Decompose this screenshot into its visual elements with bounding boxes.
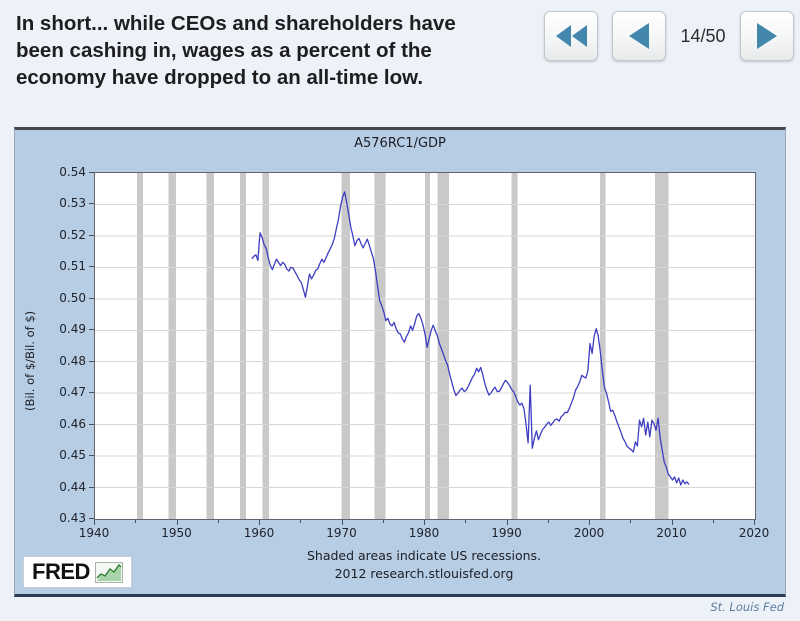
x-tick-label: 1940 [78,526,110,540]
y-tick-label: 0.52 [59,227,86,242]
recession-band [206,173,214,519]
slide-navigation: 14/50 [544,11,794,61]
x-tick-label: 2000 [573,526,605,540]
y-tick-label: 0.43 [59,511,86,525]
y-tick-label: 0.48 [59,353,86,368]
x-tick-label: 1970 [326,526,357,540]
double-left-arrow-icon [571,25,587,47]
y-tick-mark [89,172,94,173]
y-tick-mark [89,297,94,299]
recession-band [655,173,669,519]
y-tick-mark [89,329,94,331]
y-tick-mark [89,360,94,362]
x-minor-tick-mark [382,520,384,523]
previous-button[interactable] [612,11,666,61]
right-arrow-icon [757,23,777,49]
recession-band [262,173,270,519]
x-minor-tick-mark [217,520,219,523]
x-tick-mark [259,520,260,525]
x-tick-mark [671,520,673,525]
fred-logo-text: FRED [32,559,90,584]
x-tick-label: 2010 [656,526,687,540]
x-minor-tick-mark [712,520,714,523]
y-tick-label: 0.53 [59,196,86,211]
fred-chart-card: A576RC1/GDP (Bil. of $/Bil. of $) Shaded… [14,127,786,597]
y-tick-mark [89,203,94,205]
x-tick-label: 1980 [408,526,440,540]
x-minor-tick-mark [300,520,302,523]
x-minor-tick-mark [547,520,549,523]
x-tick-mark [506,520,508,525]
recession-band [437,173,449,519]
y-tick-label: 0.47 [59,385,86,400]
x-tick-mark [424,520,425,525]
y-tick-label: 0.50 [59,290,86,305]
recession-band [240,173,246,519]
x-tick-label: 1990 [491,526,522,540]
x-tick-mark [589,520,590,525]
y-tick-label: 0.46 [59,416,86,431]
plot-area [94,172,756,520]
chart-canvas [95,173,755,519]
x-tick-mark [754,520,755,525]
y-tick-mark [89,266,94,268]
recession-band [341,173,350,519]
fred-logo: FRED [23,556,132,588]
recession-band [168,173,176,519]
y-tick-mark [89,423,94,425]
y-tick-mark [89,486,94,488]
y-tick-label: 0.45 [59,448,86,463]
y-tick-mark [89,234,94,236]
attribution: St. Louis Fed [710,600,784,614]
recession-note: Shaded areas indicate US recessions. [306,548,542,563]
y-tick-mark [89,518,94,519]
next-button[interactable] [740,11,794,61]
x-tick-mark [176,520,178,525]
rewind-button[interactable] [544,11,598,61]
fred-sparkline-icon [94,561,123,583]
chart-title: A576RC1/GDP [354,136,446,151]
left-arrow-icon [629,23,649,49]
y-tick-label: 0.51 [59,259,86,274]
slide-title: In short... while CEOs and shareholders … [16,12,456,89]
x-minor-tick-mark [465,520,467,523]
recession-band [374,173,386,519]
x-tick-mark [94,520,95,525]
source-note: 2012 research.stlouisfed.org [334,566,514,581]
y-tick-mark [89,392,94,394]
wage-share-line [251,191,690,486]
y-tick-label: 0.44 [59,479,86,494]
y-axis-title: (Bil. of $/Bil. of $) [23,310,37,411]
recession-band [511,173,518,519]
x-tick-label: 1960 [243,526,275,540]
y-tick-mark [89,455,94,457]
recession-band [137,173,143,519]
y-tick-label: 0.49 [59,322,86,337]
x-tick-label: 2020 [738,526,770,540]
x-tick-mark [341,520,343,525]
x-tick-label: 1950 [161,526,192,540]
x-minor-tick-mark [630,520,632,523]
slide-counter: 14/50 [680,25,726,46]
recession-band [599,173,606,519]
x-minor-tick-mark [135,520,137,523]
y-tick-label: 0.54 [59,165,86,179]
double-left-arrow-icon [555,25,571,47]
